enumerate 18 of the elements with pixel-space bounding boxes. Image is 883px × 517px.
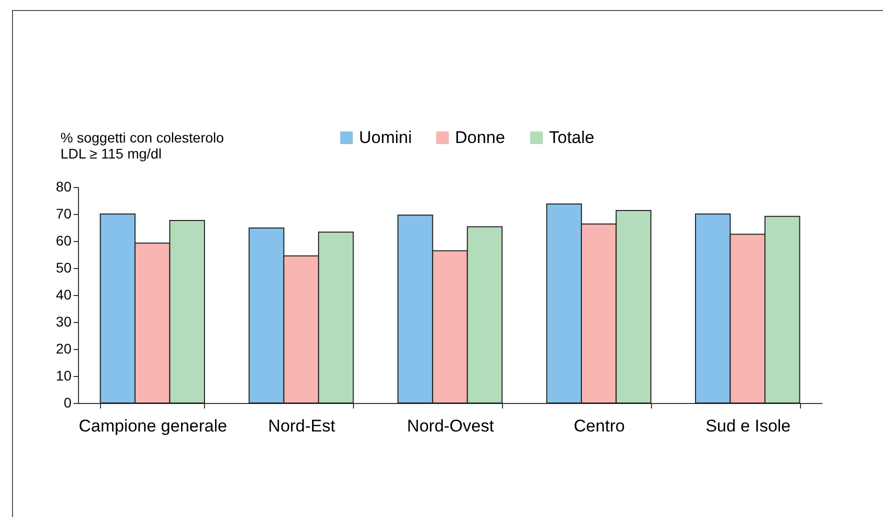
legend-label: Uomini	[359, 128, 412, 147]
y-tick-label: 70	[56, 206, 72, 222]
y-axis-title: % soggetti con colesterolo LDL ≥ 115 mg/dl	[60, 130, 224, 162]
y-tick-label: 60	[56, 232, 72, 248]
y-tick-label: 20	[56, 340, 72, 356]
y-tick-label: 0	[64, 394, 72, 410]
y-tick-label: 40	[56, 286, 72, 302]
x-tick-label: Nord-Est	[268, 416, 336, 436]
legend-label: Donne	[455, 128, 506, 147]
legend-label: Totale	[549, 128, 594, 147]
x-tick-label: Centro	[574, 416, 625, 436]
y-tick-label: 80	[56, 178, 72, 194]
x-tick-label: Sud e Isole	[706, 416, 791, 436]
x-tick-label: Nord-Ovest	[407, 416, 494, 436]
y-tick-label: 50	[56, 260, 72, 276]
y-tick-label: 10	[56, 368, 72, 384]
x-tick-label: Campione generale	[78, 416, 228, 436]
y-tick-label: 30	[56, 314, 72, 330]
